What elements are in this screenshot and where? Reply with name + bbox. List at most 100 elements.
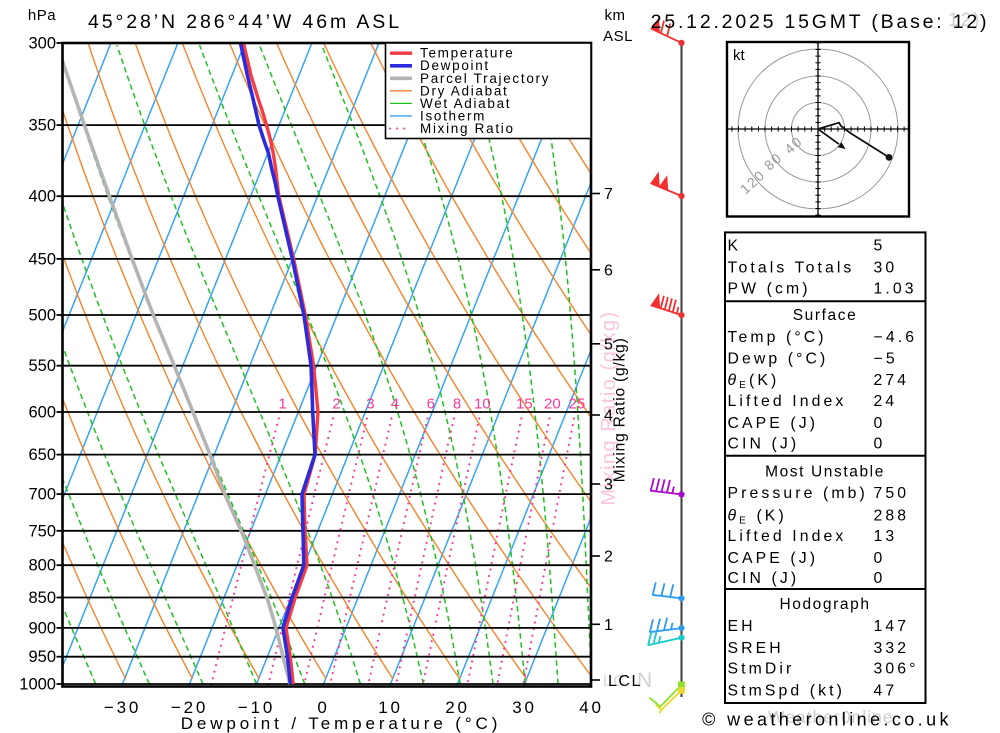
svg-text:0: 0 [874,415,886,432]
svg-text:47: 47 [874,683,898,700]
svg-text:CIN (J): CIN (J) [728,570,800,587]
svg-text:10: 10 [474,396,491,413]
svg-text:2: 2 [332,396,340,413]
svg-text:Parcel Trajectory: Parcel Trajectory [420,71,550,86]
svg-text:8: 8 [453,396,461,413]
svg-text:N: N [637,669,652,692]
svg-text:4: 4 [391,396,399,413]
svg-text:7: 7 [604,186,613,203]
svg-text:km: km [605,7,626,24]
svg-text:950: 950 [28,648,56,666]
svg-text:1.03: 1.03 [874,281,917,298]
svg-text:Temperature: Temperature [420,46,515,61]
svg-text:Most Unstable: Most Unstable [765,464,885,481]
svg-text:306°: 306° [874,661,919,678]
svg-text:kt: kt [733,47,746,64]
svg-text:StmSpd (kt): StmSpd (kt) [728,683,846,700]
svg-text:20: 20 [544,396,561,413]
svg-text:400: 400 [28,188,56,206]
svg-text:332: 332 [874,640,910,657]
svg-text:0: 0 [874,570,886,587]
svg-text:20: 20 [445,698,470,717]
svg-text:θE (K): θE (K) [728,507,787,526]
svg-text:6: 6 [604,262,613,279]
svg-text:LCL: LCL [608,673,642,690]
svg-text:850: 850 [28,589,56,607]
svg-text:Lifted Index: Lifted Index [728,393,847,410]
svg-text:1: 1 [604,617,613,634]
svg-text:0: 0 [874,550,886,567]
svg-text:750: 750 [28,522,56,540]
svg-text:EH: EH [728,618,756,635]
svg-text:−10: −10 [238,698,275,717]
svg-text:4: 4 [604,408,613,425]
svg-text:650: 650 [28,446,56,464]
svg-text:1: 1 [278,396,286,413]
svg-text:6: 6 [427,396,435,413]
svg-text:Mixing Ratio: Mixing Ratio [420,121,515,136]
svg-text:CIN (J): CIN (J) [728,436,800,453]
svg-text:Dry Adiabat: Dry Adiabat [420,83,509,98]
svg-text:13: 13 [874,528,898,545]
svg-text:−5: −5 [874,351,898,368]
svg-text:0: 0 [874,436,886,453]
svg-text:3: 3 [366,396,374,413]
svg-text:Wet Adiabat: Wet Adiabat [420,96,511,111]
svg-text:CAPE (J): CAPE (J) [728,550,819,567]
svg-text:25: 25 [569,396,586,413]
svg-text:θE(K): θE(K) [728,372,780,391]
svg-text:274: 274 [874,372,910,389]
svg-text:500: 500 [28,307,56,325]
svg-text:700: 700 [28,486,56,504]
svg-text:800: 800 [28,557,56,575]
svg-text:Mixing Ratio (g/kg): Mixing Ratio (g/kg) [612,337,629,482]
svg-text:900: 900 [28,619,56,637]
svg-text:Mixing Ratio (g/kg): Mixing Ratio (g/kg) [598,310,620,505]
svg-text:5: 5 [604,336,613,353]
svg-text:Dewpoint / Temperature (°C): Dewpoint / Temperature (°C) [181,714,502,733]
svg-text:StmDir: StmDir [728,661,795,678]
svg-text:30: 30 [512,698,537,717]
svg-text:hPa: hPa [28,7,56,24]
svg-text:ASL: ASL [603,28,633,45]
svg-text:−4.6: −4.6 [874,329,918,346]
svg-text:Totals Totals: Totals Totals [728,259,855,276]
svg-text:Isotherm: Isotherm [420,108,486,123]
svg-text:Lifted Index: Lifted Index [728,528,847,545]
svg-text:30: 30 [874,259,898,276]
svg-text:300: 300 [28,35,56,53]
svg-text:−30: −30 [104,698,141,717]
svg-text:45°28’N 286°44’W 46m ASL: 45°28’N 286°44’W 46m ASL [88,11,402,33]
svg-text:40: 40 [579,698,604,717]
svg-text:750: 750 [874,485,910,502]
svg-text:© weatheronline.co.uk: © weatheronline.co.uk [702,710,952,730]
svg-text:Weather0nline: Weather0nline [768,707,894,727]
svg-text:450: 450 [28,250,56,268]
svg-text:−20: −20 [171,698,208,717]
svg-text:0: 0 [317,698,329,717]
svg-text:K: K [728,238,742,255]
svg-text:600: 600 [28,404,56,422]
svg-text:1000: 1000 [19,676,56,694]
svg-text:Pressure (mb): Pressure (mb) [728,485,868,502]
svg-text:550: 550 [28,357,56,375]
svg-text:Surface: Surface [793,307,858,324]
svg-text:147: 147 [874,618,910,635]
svg-text:10: 10 [378,698,403,717]
svg-text:Temp (°C): Temp (°C) [728,329,827,346]
svg-text:15: 15 [516,396,533,413]
svg-text:12): 12) [948,10,981,31]
svg-text:Dewp (°C): Dewp (°C) [728,351,829,368]
svg-text:24: 24 [874,393,898,410]
svg-text:SREH: SREH [728,640,784,657]
svg-text:288: 288 [874,507,910,524]
svg-text:2: 2 [604,549,613,566]
svg-text:3: 3 [604,477,613,494]
svg-text:350: 350 [28,117,56,135]
svg-text:PW (cm): PW (cm) [728,281,811,298]
svg-text:CAPE (J): CAPE (J) [728,415,819,432]
svg-text:5: 5 [874,238,886,255]
svg-text:LC: LC [603,673,626,690]
svg-text:25.12.2025 15GMT (Base: 12): 25.12.2025 15GMT (Base: 12) [651,11,990,33]
svg-text:Dewpoint: Dewpoint [420,58,490,73]
